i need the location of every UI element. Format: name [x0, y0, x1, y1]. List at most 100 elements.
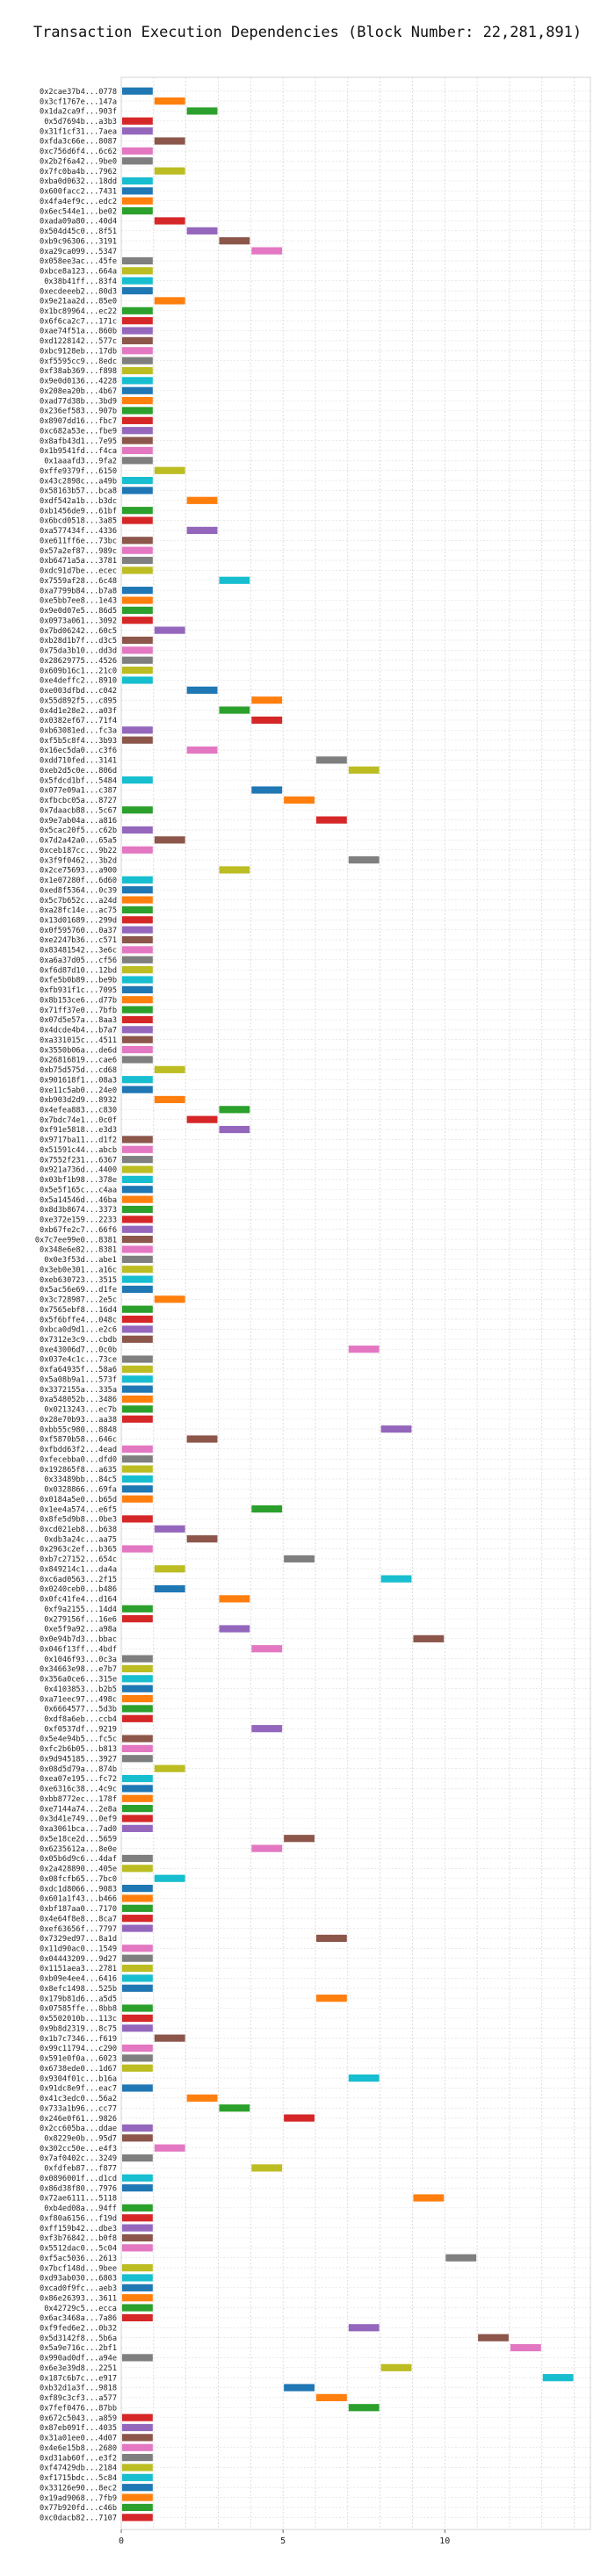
transaction-bar — [122, 2423, 153, 2432]
y-tick-label: 0x4fa4ef9c...edc2 — [40, 198, 117, 206]
y-tick-label: 0x5a08b9a1...573f — [40, 1375, 117, 1384]
transaction-bar — [122, 2044, 153, 2053]
transaction-bar — [122, 1175, 153, 1183]
y-tick-label: 0x07d5e57a...8aa3 — [40, 1016, 117, 1025]
transaction-bar — [122, 386, 153, 394]
y-tick-label: 0x302cc50e...e4f3 — [40, 2145, 117, 2154]
y-tick-label: 0x04443209...9d27 — [40, 1955, 117, 1964]
y-tick-label: 0x0973a061...3092 — [40, 617, 117, 625]
transaction-bar — [122, 656, 153, 664]
transaction-bar — [122, 976, 153, 984]
y-tick-label: 0xf1715bdc...5c84 — [40, 2474, 117, 2483]
y-tick-label: 0xbb8772ec...178f — [40, 1795, 117, 1804]
y-tick-label: 0x6ac3468a...7a86 — [40, 2314, 117, 2323]
y-tick-label: 0xada09a80...40d4 — [40, 218, 117, 227]
y-tick-label: 0x2ce75693...a900 — [40, 867, 117, 876]
y-tick-label: 0xf89c3cf3...a577 — [40, 2394, 117, 2403]
transaction-bar — [122, 1315, 153, 1324]
y-tick-label: 0xe5bb7ee8...1e43 — [40, 597, 117, 606]
transaction-bar — [122, 826, 153, 834]
y-tick-label: 0x058ee3ac...45fe — [40, 257, 117, 266]
y-tick-label: 0xf5870b58...646c — [40, 1436, 117, 1445]
y-tick-label: 0x0f595760...0a37 — [40, 927, 117, 935]
transaction-bar — [122, 666, 153, 675]
y-tick-label: 0xe6316c38...4c9c — [40, 1786, 117, 1794]
transaction-bar — [122, 1236, 153, 1244]
y-tick-label: 0x3f9f0462...3b2d — [40, 856, 117, 865]
transaction-bar — [542, 2374, 574, 2382]
y-tick-label: 0x2cae37b4...0778 — [40, 88, 117, 97]
y-tick-label: 0x5512dac0...5c04 — [40, 2245, 117, 2254]
transaction-bar — [122, 207, 153, 215]
transaction-bar — [315, 1995, 347, 2002]
transaction-bar — [122, 1046, 153, 1054]
y-tick-label: 0x7fef0476...87bb — [40, 2404, 117, 2413]
transaction-bar — [315, 816, 347, 824]
transaction-bar — [154, 1584, 185, 1593]
y-tick-label: 0x1e07280f...6d60 — [40, 877, 117, 885]
y-tick-label: 0x9717ba11...d1f2 — [40, 1136, 117, 1145]
y-tick-label: 0x7af0402c...3249 — [40, 2154, 117, 2163]
transaction-bar — [186, 1115, 218, 1123]
y-tick-label: 0x72ae6111...5118 — [40, 2195, 117, 2204]
transaction-bar — [122, 1056, 153, 1064]
transaction-bar — [122, 2024, 153, 2032]
transaction-bar — [122, 327, 153, 335]
transaction-bar — [122, 1785, 153, 1793]
transaction-bar — [122, 1615, 153, 1623]
y-tick-label: 0x5a14546d...46ba — [40, 1196, 117, 1205]
transaction-bar — [122, 2064, 153, 2072]
transaction-bar — [122, 2244, 153, 2252]
y-tick-label: 0x34663e98...e7b7 — [40, 1665, 117, 1674]
transaction-bar — [122, 1086, 153, 1093]
y-tick-label: 0x1b7c7346...f619 — [40, 2035, 117, 2044]
y-tick-label: 0x4103853...b2b5 — [44, 1685, 117, 1694]
transaction-bar — [251, 2164, 283, 2172]
transaction-bar — [284, 2384, 315, 2392]
y-tick-label: 0x179b81d6...a5d5 — [40, 1995, 117, 2003]
transaction-bar — [154, 466, 185, 474]
y-tick-label: 0x5e4e94b5...fc5c — [40, 1735, 117, 1744]
transaction-bar — [122, 2484, 153, 2492]
y-tick-label: 0xe43006d7...0c0b — [40, 1346, 117, 1354]
y-tick-label: 0x8b153ce6...d77b — [40, 996, 117, 1005]
transaction-bar — [154, 217, 185, 225]
transaction-bar — [154, 297, 185, 305]
transaction-bar — [122, 2294, 153, 2302]
transaction-bar — [122, 1815, 153, 1822]
transaction-bar — [413, 2194, 445, 2202]
y-tick-label: 0x5a9e716c...2bf1 — [40, 2344, 117, 2353]
x-tick-label: 0 — [119, 2536, 124, 2546]
y-tick-label: 0xb1456de9...61bf — [40, 507, 117, 516]
y-tick-label: 0x91dc8e9f...eac7 — [40, 2085, 117, 2094]
transaction-bar — [122, 366, 153, 375]
y-tick-label: 0x5e18ce2d...5659 — [40, 1835, 117, 1844]
y-tick-label: 0x87eb091f...4035 — [40, 2424, 117, 2433]
transaction-bar — [122, 846, 153, 854]
transaction-bar — [122, 1136, 153, 1144]
transaction-bar — [122, 117, 153, 125]
y-tick-label: 0xf47429db...2184 — [40, 2464, 117, 2473]
y-tick-label: 0x609b16c1...21c0 — [40, 667, 117, 675]
transaction-bar — [122, 946, 153, 954]
transaction-bar — [122, 1285, 153, 1294]
y-tick-label: 0x4d1e28e2...a03f — [40, 707, 117, 716]
transaction-bar — [122, 1805, 153, 1813]
transaction-bar — [122, 2233, 153, 2242]
transaction-bar — [122, 1465, 153, 1473]
transaction-bar — [348, 855, 380, 864]
y-tick-label: 0xdf8a6eb...ccb4 — [44, 1715, 117, 1724]
y-tick-label: 0x7daacb88...5c67 — [40, 806, 117, 815]
y-tick-label: 0x0328866...69fa — [44, 1486, 117, 1495]
y-tick-label: 0x9e7ab04a...a816 — [40, 817, 117, 826]
y-tick-label: 0x733a1b96...cc77 — [40, 2104, 117, 2113]
transaction-bar — [251, 1504, 283, 1513]
y-tick-label: 0xbc9128eb...17db — [40, 347, 117, 356]
y-tick-label: 0xe372e159...2233 — [40, 1216, 117, 1225]
y-tick-label: 0xef63656f...7797 — [40, 1925, 117, 1934]
y-tick-label: 0x0fc41fe4...d164 — [40, 1596, 117, 1605]
transaction-bar — [122, 2224, 153, 2232]
y-tick-label: 0x86e26393...3611 — [40, 2294, 117, 2303]
